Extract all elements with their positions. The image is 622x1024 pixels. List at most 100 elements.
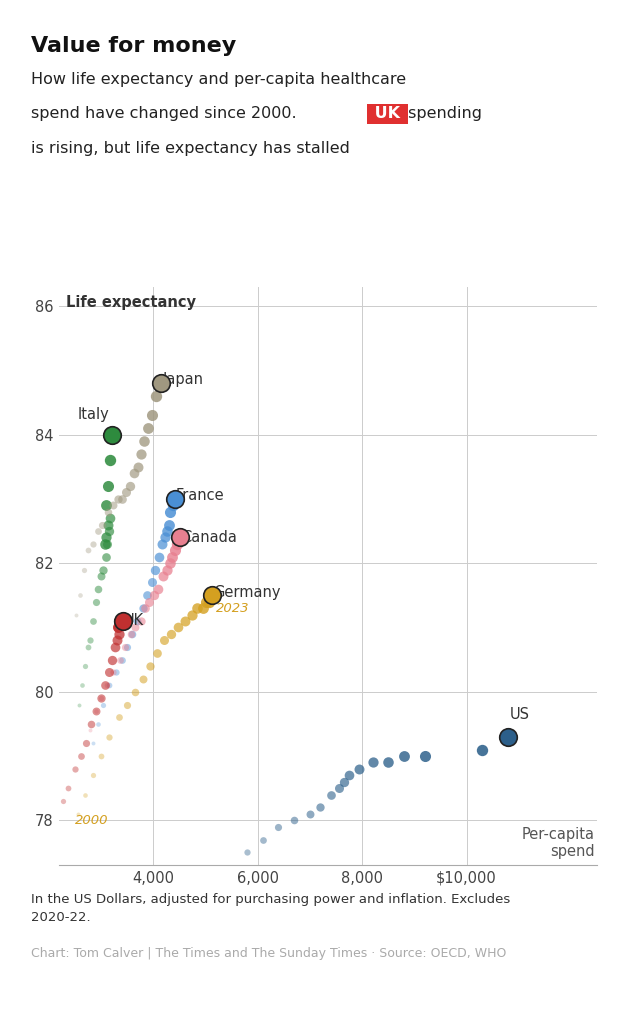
Text: How life expectancy and per-capita healthcare: How life expectancy and per-capita healt… (31, 72, 406, 87)
Point (116, 612, 126, 629)
Point (130, 684, 140, 700)
Point (315, 799, 325, 815)
Text: France: France (176, 488, 225, 503)
Point (91, 594, 101, 610)
Point (167, 549, 177, 565)
Point (96, 690, 106, 707)
Point (93, 581, 103, 597)
Point (112, 632, 122, 648)
Text: Per-capita
spend: Per-capita spend (521, 827, 595, 859)
Point (73, 806, 83, 822)
Point (137, 600, 147, 616)
Point (165, 504, 175, 520)
Point (98, 516, 108, 532)
Point (71, 606, 81, 623)
Point (75, 587, 85, 603)
Point (118, 490, 128, 507)
Point (101, 529, 111, 546)
Point (58, 793, 68, 809)
Point (93, 523, 103, 540)
Point (108, 665, 118, 681)
Point (383, 755, 393, 771)
Text: 2023: 2023 (216, 602, 249, 614)
Point (154, 549, 164, 565)
Point (167, 626, 177, 642)
Point (157, 375, 167, 391)
Point (131, 620, 141, 636)
Point (344, 767, 354, 783)
Point (477, 741, 487, 758)
Text: 2000: 2000 (75, 814, 108, 826)
Point (137, 671, 147, 687)
Point (105, 453, 115, 469)
Point (96, 690, 106, 707)
Text: Germany: Germany (213, 585, 281, 600)
Point (170, 542, 180, 558)
Point (151, 388, 161, 404)
Point (79, 561, 89, 578)
Point (108, 426, 118, 442)
Point (121, 639, 131, 655)
Point (100, 536, 109, 552)
Point (85, 632, 95, 648)
Point (122, 696, 132, 713)
Point (118, 612, 128, 629)
Point (113, 620, 123, 636)
Point (111, 665, 121, 681)
Point (144, 594, 154, 610)
Text: spending: spending (403, 106, 482, 122)
Point (88, 536, 98, 552)
Point (141, 600, 151, 616)
Point (170, 490, 180, 507)
Point (63, 780, 73, 797)
Point (88, 612, 98, 629)
Text: UK: UK (369, 106, 406, 122)
Point (80, 786, 90, 803)
Point (117, 651, 127, 668)
Point (101, 549, 111, 565)
Point (147, 574, 157, 591)
Point (128, 626, 137, 642)
Point (368, 755, 378, 771)
Point (420, 748, 430, 764)
Text: Italy: Italy (78, 407, 109, 422)
Point (98, 696, 108, 713)
Text: spend have changed since 2000.: spend have changed since 2000. (31, 106, 302, 122)
Point (151, 561, 160, 578)
Point (180, 889, 190, 905)
Point (175, 529, 185, 546)
Point (242, 844, 252, 860)
Text: In the US Dollars, adjusted for purchasing power and inflation. Excludes
2020-22: In the US Dollars, adjusted for purchasi… (31, 893, 510, 924)
Point (326, 786, 336, 803)
Point (125, 478, 135, 495)
Point (226, 863, 236, 880)
Point (81, 735, 91, 752)
Point (96, 748, 106, 764)
Point (157, 536, 167, 552)
Point (172, 536, 182, 552)
Point (104, 728, 114, 744)
Point (114, 612, 124, 629)
Point (101, 497, 111, 513)
Point (77, 677, 87, 693)
Point (305, 806, 315, 822)
Text: is rising, but life expectancy has stalled: is rising, but life expectancy has stall… (31, 141, 350, 157)
Point (198, 600, 208, 616)
Point (86, 716, 96, 732)
Point (145, 657, 155, 674)
Point (104, 523, 114, 540)
Point (93, 716, 103, 732)
Point (399, 748, 409, 764)
Point (173, 620, 183, 636)
Text: UK: UK (124, 613, 144, 629)
Point (98, 561, 108, 578)
Point (113, 620, 123, 636)
Point (101, 677, 111, 693)
Point (139, 433, 149, 450)
Point (103, 516, 113, 532)
Point (104, 510, 114, 526)
Point (110, 639, 120, 655)
Point (107, 651, 117, 668)
Point (152, 645, 162, 662)
Point (142, 587, 152, 603)
